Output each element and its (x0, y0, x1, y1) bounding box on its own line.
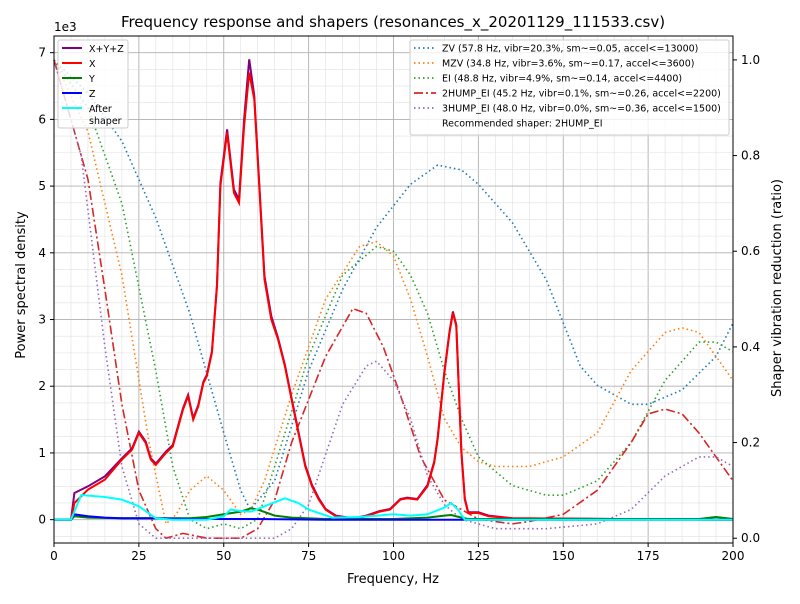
shaper-line (53, 59, 734, 526)
legend-label: ZV (57.8 Hz, vibr=20.3%, sm~=0.05, accel… (442, 44, 698, 55)
x-tick-label: 25 (131, 549, 146, 563)
y-tick-label: 5 (38, 179, 46, 193)
x-axis-label: Frequency, Hz (347, 572, 439, 587)
legend-label: MZV (34.8 Hz, vibr=3.6%, sm~=0.17, accel… (442, 59, 694, 70)
legend-label: Y (88, 74, 95, 85)
y-tick-label: 3 (38, 313, 46, 327)
legend-right (409, 39, 730, 136)
legend-label: Z (89, 89, 96, 100)
y-tick-label: 0 (38, 513, 46, 527)
x-tick-label: 200 (722, 549, 745, 563)
y-offset-label: 1e3 (54, 20, 77, 34)
legend-label: shaper (89, 116, 122, 127)
recommendation-label: Recommended shaper: 2HUMP_EI (442, 119, 603, 130)
x-tick-label: 175 (637, 549, 660, 563)
legend-label: 2HUMP_EI (45.2 Hz, vibr=0.1%, sm~=0.26, … (442, 89, 721, 100)
y-tick-label: 4 (38, 246, 46, 260)
legend-label: 3HUMP_EI (48.0 Hz, vibr=0.0%, sm~=0.36, … (442, 104, 721, 115)
y-tick-label: 1 (38, 446, 46, 460)
y-right-tick-label: 1.0 (741, 53, 760, 67)
shaper-line (53, 59, 734, 540)
y-right-tick-label: 0.6 (741, 244, 760, 258)
y-tick-label: 2 (38, 379, 46, 393)
x-tick-label: 0 (50, 549, 58, 563)
y-axis-right-label: Shaper vibration reduction (ratio) (770, 179, 785, 397)
x-tick-label: 75 (301, 549, 316, 563)
legend-label: X (89, 59, 96, 70)
shaper-line (53, 59, 734, 530)
shaper-line (53, 59, 734, 539)
psd-line (54, 72, 734, 521)
legend-label: After (89, 104, 112, 115)
legend-label: X+Y+Z (89, 44, 124, 55)
y-tick-label: 6 (38, 112, 46, 126)
legend-label: EI (48.8 Hz, vibr=4.9%, sm~=0.14, accel<… (442, 74, 682, 85)
y-axis-label: Power spectral density (14, 211, 29, 359)
y-tick-label: 7 (38, 46, 46, 60)
y-right-tick-label: 0.8 (741, 149, 760, 163)
psd-line (54, 493, 733, 521)
y-right-tick-label: 0.2 (741, 436, 760, 450)
y-right-tick-label: 0.0 (741, 531, 760, 545)
y-right-tick-label: 0.4 (741, 340, 760, 354)
x-tick-label: 50 (216, 549, 231, 563)
x-tick-label: 125 (467, 549, 490, 563)
x-tick-label: 100 (382, 549, 405, 563)
shaper-line (53, 59, 734, 511)
chart-title: Frequency response and shapers (resonanc… (121, 13, 665, 32)
x-tick-label: 150 (552, 549, 575, 563)
